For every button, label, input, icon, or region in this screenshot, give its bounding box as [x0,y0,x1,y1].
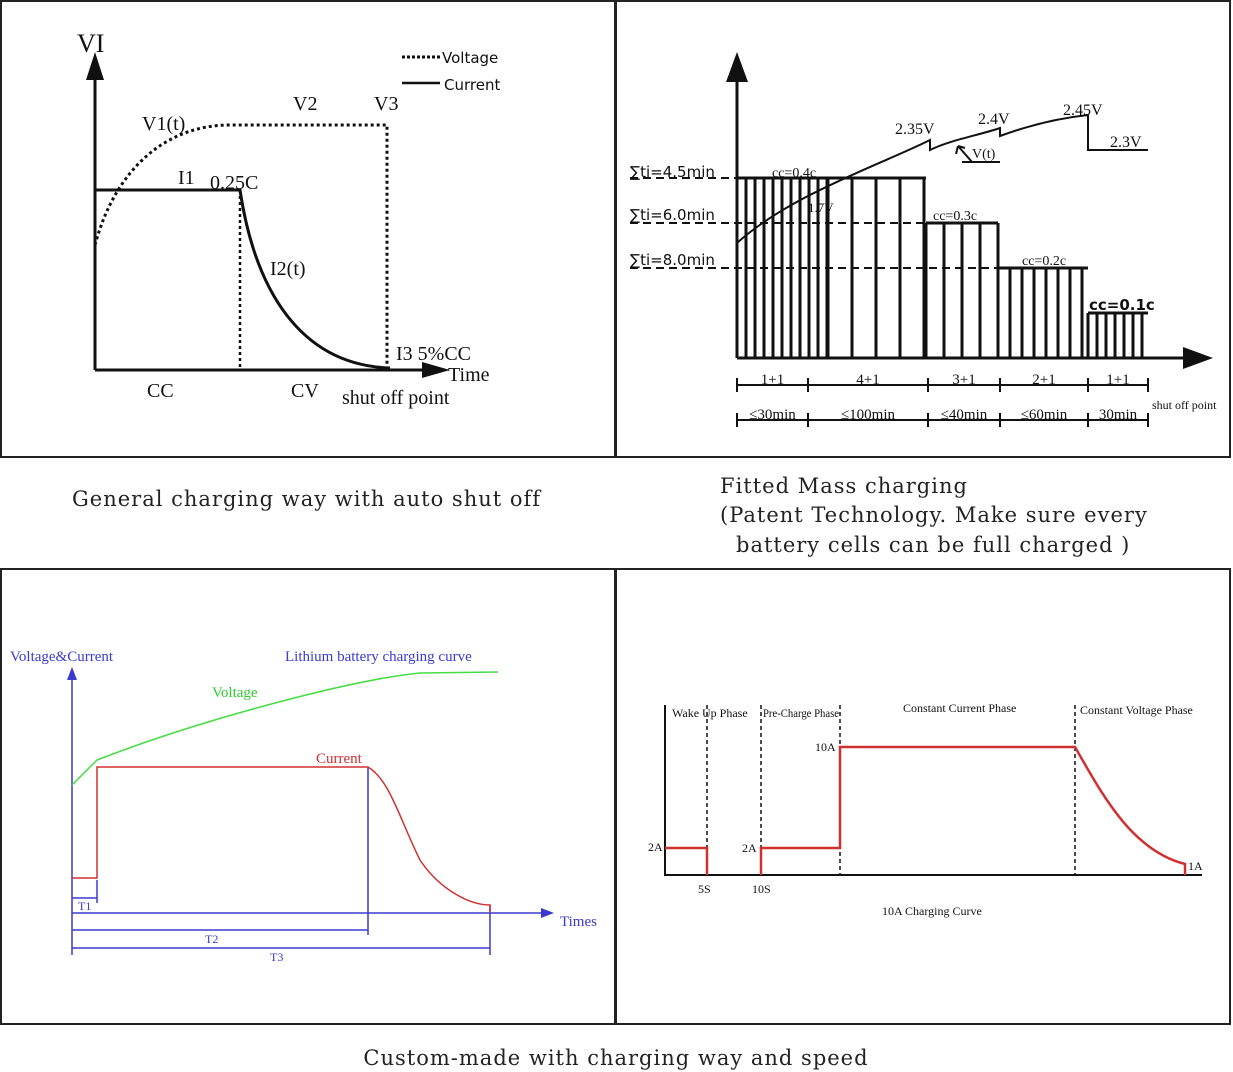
label: CC [147,380,174,402]
voltage-curve [736,113,1148,244]
arrow [67,667,554,918]
label: Constant Current Phase [903,701,1016,715]
label: Current [316,751,363,767]
shape [71,672,548,955]
label: 1A [1188,859,1203,873]
caption: Fitted Mass charging [720,474,968,498]
lithium-panel: Voltage&Current Lithium battery charging… [10,649,597,964]
label: ∑ti=4.5min [630,163,715,181]
shape [735,176,1148,358]
label: cc=0.3c [933,209,977,224]
panel-frame [615,568,1231,1025]
label: V3 [374,93,398,115]
label: 2.3V [1110,134,1142,151]
current-curve [95,188,391,370]
label: Pre-Charge Phase [763,706,839,720]
shape [0,0,1231,1025]
current-curve [72,766,491,913]
phase-label: 1+1 [1106,372,1129,388]
phase-label: 2+1 [1032,372,1055,388]
phase-label: 4+1 [856,372,879,388]
shape [630,177,998,269]
arrow [86,52,104,80]
label: 2.4V [978,111,1010,128]
legend-label: Voltage [442,49,498,67]
label: shut off point [342,387,450,409]
label: V(t) [972,147,996,162]
voltage-curve [71,671,499,786]
caption: Custom-made with charging way and speed [363,1046,868,1070]
label: cc=0.4c [772,166,816,181]
label: 10A [815,740,836,754]
label: Wake Up Phase [672,706,748,720]
general-panel: Voltage Current VI V1(t) V2 V3 I1 0.25C … [77,29,500,409]
title: 10A Charging Curve [882,904,982,918]
label: 2.45V [1063,102,1103,119]
pointer [955,145,1000,163]
time-label: ≤100min [841,407,896,423]
label: Constant Voltage Phase [1080,703,1193,717]
title: Lithium battery charging curve [285,649,472,665]
shape [736,378,1149,427]
label: 1.7V [808,200,834,215]
arrow [422,362,450,378]
ten-amp-panel: Wake Up Phase Pre-Charge Phase Constant … [648,701,1203,918]
arrow [726,52,748,82]
legend-label: Current [444,76,500,94]
label: T3 [270,950,283,964]
current-curve [665,745,1187,875]
label: cc=0.1c [1089,296,1155,314]
phase-label: 1+1 [761,372,784,388]
caption: (Patent Technology. Make sure every [720,503,1148,527]
label: V2 [293,93,317,115]
label: 2.35V [895,121,935,138]
axis-label: Time [448,364,490,386]
shape [93,70,430,372]
arrow [1183,347,1213,369]
voltage-curve [93,123,389,370]
phase-label: 3+1 [952,372,975,388]
label: shut off point [1152,398,1217,412]
label: cc=0.2c [1022,254,1066,269]
axis-label: VI [77,29,104,58]
axis-label: Voltage&Current [10,649,114,665]
time-label: 30min [1099,407,1138,423]
label: ∑ti=6.0min [630,206,715,224]
label: 2A [742,841,757,855]
label: I3 5%CC [396,343,471,365]
panel-frame [615,0,1231,458]
time-label: ≤60min [1021,407,1068,423]
time-label: ≤40min [941,407,988,423]
caption: General charging way with auto shut off [72,487,542,511]
label: T1 [78,899,91,913]
axis-label: Times [560,914,597,930]
label: T2 [205,932,218,946]
label: 10S [752,882,771,896]
label: Voltage [212,685,258,701]
panel-frame [0,568,616,1025]
time-label: ≤30min [749,407,796,423]
label: I2(t) [270,258,306,280]
label: 5S [698,882,711,896]
label: V1(t) [142,113,185,135]
label: 2A [648,840,663,854]
caption: battery cells can be full charged ) [736,533,1130,557]
fitted-panel: ∑ti=4.5min ∑ti=6.0min ∑ti=8.0min cc=0.4c… [630,52,1217,427]
label: CV [291,380,319,402]
label: I1 [178,167,195,189]
label: 0.25C [210,172,258,194]
label: ∑ti=8.0min [630,251,715,269]
